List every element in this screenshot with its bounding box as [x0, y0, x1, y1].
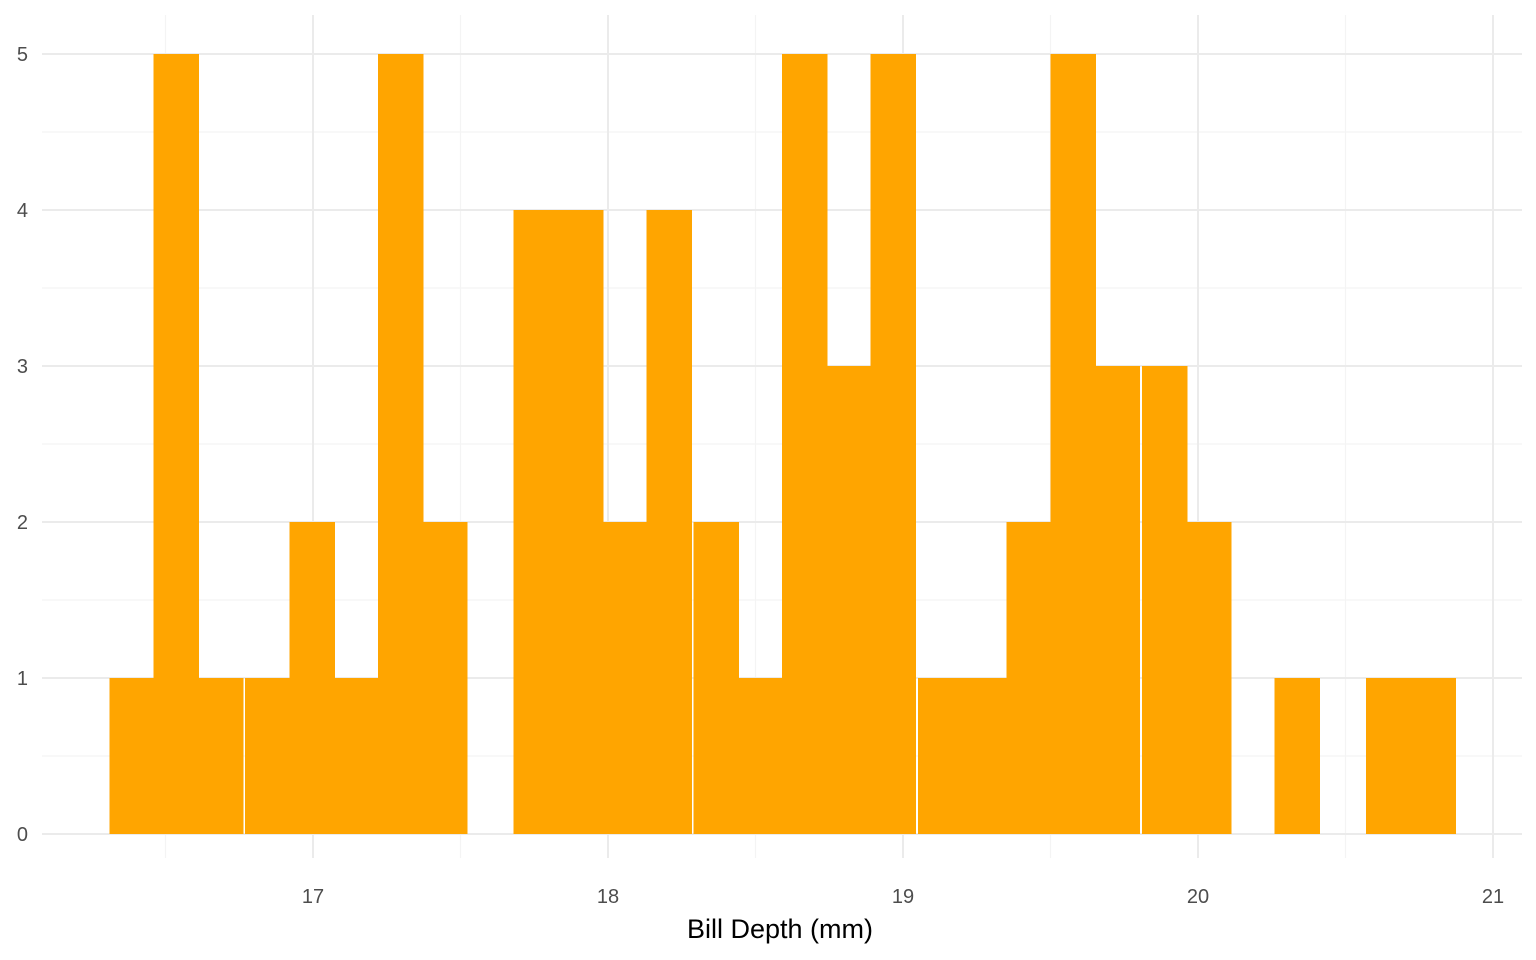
- histogram-bar: [197, 678, 244, 834]
- histogram-bar: [917, 678, 964, 834]
- histogram-bar: [422, 522, 468, 834]
- x-tick-label: 17: [302, 886, 324, 908]
- y-tick-label: 4: [17, 200, 28, 222]
- x-tick-label: 18: [597, 886, 619, 908]
- histogram-bar: [602, 522, 648, 834]
- histogram-bar: [153, 54, 200, 834]
- histogram-bar: [377, 54, 424, 834]
- histogram-bar: [646, 210, 692, 834]
- histogram-bar: [1186, 522, 1232, 834]
- histogram-bar: [1274, 678, 1321, 834]
- x-tick-label: 21: [1482, 886, 1504, 908]
- histogram-bar: [962, 678, 1008, 834]
- histogram-bar: [513, 210, 560, 834]
- histogram-bars: [109, 54, 1456, 834]
- y-axis-tick-labels: 0 1 2 3 4 5: [17, 44, 28, 846]
- histogram-bar: [693, 522, 739, 834]
- histogram-bar: [1410, 678, 1456, 834]
- x-axis-tick-labels: 17 18 19 20 21: [302, 886, 1504, 908]
- histogram-bar: [1050, 54, 1096, 834]
- histogram-bar: [1141, 366, 1188, 834]
- histogram-bar: [333, 678, 380, 834]
- y-tick-label: 2: [17, 512, 28, 534]
- histogram-bar: [1006, 522, 1052, 834]
- y-tick-label: 1: [17, 668, 28, 690]
- y-tick-label: 3: [17, 356, 28, 378]
- y-tick-label: 0: [17, 824, 28, 846]
- histogram-bar: [1094, 366, 1141, 834]
- histogram-bar: [557, 210, 604, 834]
- x-axis-title: Bill Depth (mm): [687, 914, 873, 944]
- histogram-bar: [289, 522, 335, 834]
- histogram-bar: [1366, 678, 1412, 834]
- histogram-bar: [870, 54, 916, 834]
- histogram-bar: [109, 678, 155, 834]
- histogram-bar: [245, 678, 291, 834]
- histogram-bar: [782, 54, 828, 834]
- histogram-bar: [737, 678, 784, 834]
- y-tick-label: 5: [17, 44, 28, 66]
- histogram-bar: [826, 366, 872, 834]
- x-tick-label: 20: [1187, 886, 1209, 908]
- x-tick-label: 19: [892, 886, 914, 908]
